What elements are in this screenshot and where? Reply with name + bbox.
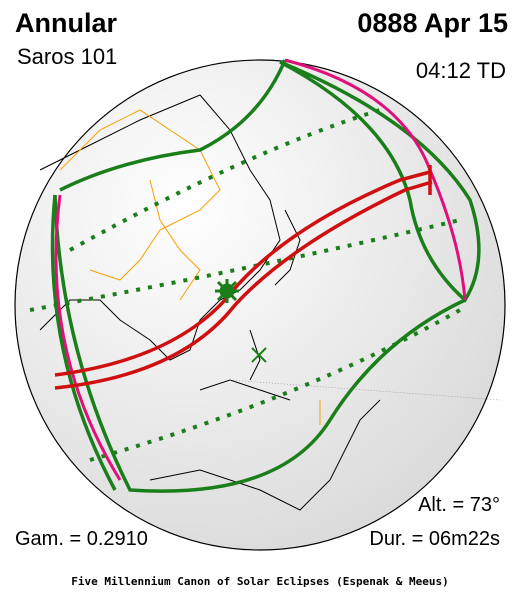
eclipse-date: 0888 Apr 15: [357, 8, 508, 38]
duration: Dur. = 06m22s: [369, 528, 500, 550]
partial-limits: [29, 108, 461, 462]
time: 04:12 TD: [415, 58, 506, 83]
rise-set-curves: [54, 58, 467, 481]
central-path: [54, 165, 433, 390]
borders: [59, 109, 321, 425]
footer: Five Millennium Canon of Solar Eclipses …: [71, 575, 449, 588]
altitude: Alt. = 73°: [418, 494, 500, 516]
eclipse-type: Annular: [15, 8, 118, 38]
terminator: [229, 379, 501, 401]
greatest-eclipse: [215, 279, 239, 303]
greatest-duration: [251, 347, 267, 363]
saros: Saros 101: [17, 44, 118, 69]
gamma: Gam. = 0.2910: [15, 528, 148, 550]
globe: [14, 59, 506, 551]
